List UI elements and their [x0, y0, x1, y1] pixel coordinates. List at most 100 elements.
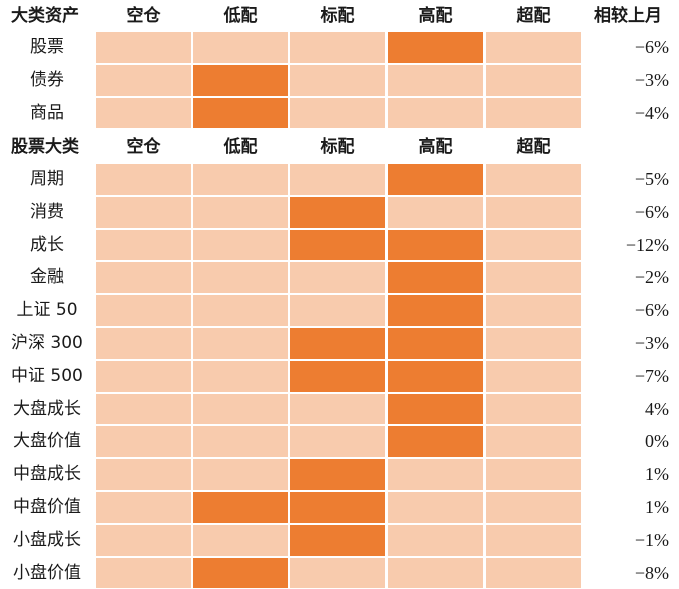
allocation-cell	[95, 392, 192, 426]
section2-change-value: −12%	[625, 234, 669, 255]
allocation-cell-active	[192, 556, 289, 589]
allocation-cell	[289, 556, 386, 589]
section2-row-label: 小盘成长	[13, 529, 81, 550]
section2-header-level: 标配	[320, 137, 355, 157]
allocation-cell-active	[289, 228, 386, 262]
allocation-cell-active	[387, 392, 484, 426]
section1-header-level: 空仓	[126, 6, 161, 26]
section2-change-value: −1%	[634, 529, 669, 550]
allocation-cell-active	[192, 63, 289, 97]
allocation-cell	[192, 458, 289, 491]
allocation-cell	[192, 195, 289, 229]
allocation-cell	[95, 556, 192, 589]
allocation-cell-active	[192, 491, 289, 524]
allocation-cell-active	[387, 261, 484, 295]
section2-header-category: 股票大类	[11, 137, 79, 157]
allocation-cell	[192, 359, 289, 393]
section1-header-category: 大类资产	[11, 6, 79, 26]
section2-header-level: 高配	[418, 137, 453, 157]
allocation-cell	[95, 31, 192, 64]
allocation-cell	[289, 31, 386, 64]
allocation-cell	[485, 31, 582, 64]
allocation-cell-active	[387, 425, 484, 459]
allocation-cell	[485, 294, 582, 327]
allocation-cell	[95, 491, 192, 524]
section2-row-label: 中盘成长	[13, 464, 81, 485]
allocation-cell	[289, 96, 386, 130]
section1-change-value: −4%	[634, 102, 669, 123]
allocation-cell	[485, 163, 582, 196]
section2-row-label: 上证 50	[16, 300, 78, 321]
allocation-cell	[95, 458, 192, 491]
allocation-cell	[289, 392, 386, 426]
section1-header-change: 相较上月	[594, 6, 662, 26]
allocation-cell	[387, 63, 484, 97]
section1-header-level: 低配	[223, 6, 258, 26]
allocation-cell	[95, 523, 192, 557]
allocation-cell	[387, 556, 484, 589]
allocation-cell-active	[387, 327, 484, 360]
allocation-cell	[485, 523, 582, 557]
allocation-cell-active	[289, 458, 386, 491]
section2-row-label: 周期	[30, 169, 64, 189]
allocation-cell	[95, 327, 192, 360]
allocation-cell	[485, 96, 582, 130]
allocation-cell	[95, 359, 192, 393]
section2-change-value: −6%	[634, 201, 669, 222]
allocation-cell	[485, 556, 582, 589]
allocation-cell	[485, 327, 582, 360]
allocation-cell	[485, 63, 582, 97]
section2-row-label: 小盘价值	[13, 562, 81, 583]
allocation-cell	[95, 425, 192, 459]
allocation-cell	[485, 392, 582, 426]
allocation-cell	[485, 458, 582, 491]
allocation-cell	[387, 458, 484, 491]
allocation-cell	[192, 294, 289, 327]
allocation-cell	[485, 228, 582, 262]
section1-header-level: 标配	[320, 6, 355, 26]
allocation-cell	[289, 425, 386, 459]
allocation-cell	[387, 96, 484, 130]
allocation-cell	[192, 228, 289, 262]
allocation-cell	[289, 294, 386, 327]
section2-change-value: 0%	[645, 431, 669, 452]
allocation-cell	[192, 327, 289, 360]
section1-header-level: 超配	[516, 6, 551, 26]
section2-row-label: 成长	[30, 234, 64, 255]
section2-header-level: 低配	[223, 137, 258, 157]
allocation-cell	[95, 63, 192, 97]
allocation-cell	[192, 261, 289, 295]
section2-row-label: 中证 500	[11, 365, 83, 386]
allocation-cell	[289, 163, 386, 196]
allocation-cell-active	[192, 96, 289, 130]
allocation-cell-active	[289, 491, 386, 524]
section2-change-value: −7%	[634, 365, 669, 386]
section2-change-value: −2%	[634, 267, 669, 288]
section2-row-label: 大盘成长	[13, 398, 81, 419]
allocation-cell	[485, 195, 582, 229]
allocation-cell	[95, 261, 192, 295]
section2-change-value: 1%	[645, 464, 669, 485]
allocation-cell-active	[387, 294, 484, 327]
section2-change-value: −3%	[634, 333, 669, 353]
allocation-cell	[192, 31, 289, 64]
allocation-cell	[387, 523, 484, 557]
allocation-cell	[95, 163, 192, 196]
section1-row-label: 股票	[30, 37, 64, 57]
allocation-cell	[289, 261, 386, 295]
allocation-cell-active	[289, 327, 386, 360]
section2-change-value: 4%	[645, 398, 669, 419]
allocation-cell-active	[289, 523, 386, 557]
section2-change-value: 1%	[645, 497, 669, 517]
section1-row-label: 商品	[30, 102, 64, 123]
section2-header-level: 超配	[516, 137, 551, 157]
allocation-cell	[95, 96, 192, 130]
allocation-cell-active	[387, 31, 484, 64]
allocation-cell-active	[289, 359, 386, 393]
section2-row-label: 金融	[30, 267, 64, 288]
section1-change-value: −6%	[634, 37, 669, 57]
allocation-cell	[485, 491, 582, 524]
allocation-cell	[95, 294, 192, 327]
allocation-cell	[387, 491, 484, 524]
